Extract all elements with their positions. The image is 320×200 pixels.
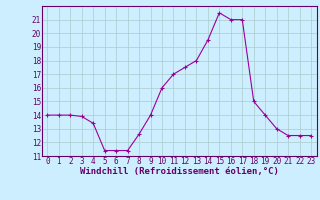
X-axis label: Windchill (Refroidissement éolien,°C): Windchill (Refroidissement éolien,°C) xyxy=(80,167,279,176)
